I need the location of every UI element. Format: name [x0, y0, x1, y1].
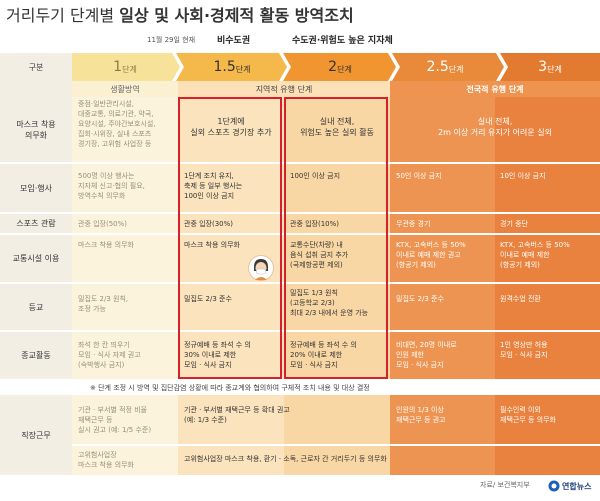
school-stage2: 밀집도 1/3 원칙 (고등학교 2/3) 최대 2/3 내에서 운영 가능 — [290, 289, 369, 317]
work-stage25-a: 인원의 1/3 이상 재택근무 등 권고 — [396, 406, 446, 424]
group-stage1: 생활방역 — [72, 81, 178, 97]
stage2-num: 2 — [328, 59, 338, 75]
sports-stage25: 무관중 경기 — [396, 220, 431, 228]
page-title: 거리두기 단계별 일상 및 사회·경제적 활동 방역조치 — [6, 4, 566, 28]
religion-stage1: 좌석 한 칸 띄우기 모임 · 식사 자제 권고 (숙박행사 금지) — [78, 341, 141, 369]
stage2-unit: 단계 — [337, 64, 352, 74]
mask-stage25-3: 실내 전체, 2m 이상 거리 유지가 어려운 실외 — [438, 117, 552, 137]
stage3-unit: 단계 — [547, 64, 562, 74]
stage15-outline — [178, 97, 282, 379]
religion-stage2: 정규예배 등 좌석 수 의 20% 이내로 제한 모임 · 식사 금지 — [290, 341, 357, 369]
transit-stage25: KTX, 고속버스 등 50% 이내로 예매 제한 권고 (항공기 제외) — [396, 241, 466, 269]
row-divider — [0, 162, 600, 164]
logo: 연합뉴스 — [548, 478, 600, 494]
stage2-bar — [283, 53, 396, 81]
row-label-religion: 종교활동 — [0, 332, 72, 379]
religion-stage15: 정규예배 등 좌석 수 의 30% 이내로 제한 모임 · 식사 금지 — [184, 341, 251, 369]
row-label-school: 등교 — [0, 284, 72, 330]
stage25-num: 2.5 — [426, 59, 449, 75]
group-regional: 지역적 유행 단계 — [178, 81, 390, 97]
religion-stage25: 비대면, 20명 이내로 인원 제한 모임 · 식사 금지 — [396, 341, 457, 369]
col-bg-stage2 — [284, 97, 390, 475]
work-stage1-a: 기관 · 부서별 적정 비율 재택근무 등 실시 권고 (예: 1/5 수준) — [78, 406, 152, 434]
school-stage15: 밀집도 2/3 준수 — [184, 295, 232, 303]
gather-stage15: 1단계 조치 유지, 축제 등 일부 행사는 100인 이상 금지 — [184, 172, 243, 200]
stage15-label: 1.5 단계 — [187, 53, 277, 81]
footnote-strip — [72, 382, 600, 395]
transit-stage15: 마스크 착용 의무화 — [184, 241, 240, 249]
stage1-num: 1 — [113, 59, 123, 75]
sports-stage15: 관중 입장(30%) — [184, 220, 234, 228]
religion-stage3: 1인 영상만 허용 모임 · 식사 금지 — [500, 341, 548, 359]
sports-stage1: 관중 입장(50%) — [78, 220, 128, 228]
source-note: 자료/ 보건복지부 — [480, 481, 530, 489]
gather-stage1: 500명 이상 행사는 지자체 신고·협의 필요, 방역수칙 의무화 — [78, 172, 145, 200]
transit-stage3: KTX, 고속버스 등 50% 이내로 예매 제한 (항공기 제외) — [500, 241, 570, 269]
transit-stage2: 교통수단(차량) 내 음식 섭취 금지 추가 (국제항공편 제외) — [290, 241, 349, 269]
mask-stage15: 1단계에 실외 스포츠 경기장 추가 — [190, 117, 272, 137]
col-bg-stage1 — [72, 97, 178, 475]
date-note: 11월 29일 현재 — [147, 36, 196, 44]
masked-person-icon — [248, 255, 274, 281]
stage1-unit: 단계 — [122, 64, 137, 74]
stage1-bar — [72, 53, 180, 81]
row-divider — [0, 233, 600, 235]
school-stage1: 밀집도 2/3 원칙, 조정 가능 — [78, 295, 129, 313]
mask-stage1: 중점·일반관리시설, 대중교통, 의료기관, 약국, 요양시설, 주야간보호시설… — [78, 100, 156, 148]
work-stage1-b: 고위험사업장 마스크 착용 의무화 — [78, 451, 134, 469]
row-divider — [0, 212, 600, 214]
mask-stage2: 실내 전체, 위험도 높은 실외 활동 — [300, 117, 374, 137]
header-label: 구분 — [0, 53, 72, 81]
col-bg-stage3 — [495, 97, 600, 475]
region-other-label: 수도권·위험도 높은 지자체 — [292, 36, 393, 46]
stage25-bar — [392, 53, 504, 81]
row-divider — [0, 282, 600, 284]
row-label-work: 직장근무 — [0, 395, 72, 475]
col-bg-stage15 — [178, 97, 284, 475]
work-stage15-3-b: 고위험사업장 마스크 착용, 환기 · 소독, 근로자 간 거리두기 등 의무화 — [184, 455, 387, 463]
title-plain: 거리두기 단계별 — [6, 6, 120, 25]
gather-stage2: 100인 이상 금지 — [290, 172, 341, 180]
sports-stage3: 경기 중단 — [500, 220, 528, 228]
title-bold: 일상 및 사회·경제적 활동 방역조치 — [119, 6, 354, 25]
stage2-label: 2 단계 — [295, 53, 385, 81]
region-metro-label: 비수도권 — [217, 36, 251, 46]
work-divider — [72, 444, 600, 446]
school-stage3: 원격수업 전환 — [500, 295, 541, 303]
group-national: 전국적 유행 단계 — [390, 81, 600, 97]
transit-stage1: 마스크 착용 의무화 — [78, 241, 134, 249]
row-label-gather: 모임·행사 — [0, 164, 72, 212]
row-divider — [0, 330, 600, 332]
stage25-unit: 단계 — [448, 64, 464, 74]
work-stage15-2-a: 기관 · 부서별 재택근무 등 확대 권고 (예: 1/3 수준) — [184, 406, 290, 424]
stage3-bar — [500, 53, 600, 81]
col-label: 구분 — [28, 62, 44, 72]
stage25-label: 2.5 단계 — [400, 53, 490, 81]
row-label-transit: 교통시설 이용 — [0, 235, 72, 282]
row-label-sports: 스포츠 관람 — [0, 214, 72, 233]
footnote: ※ 단계 조정 시 방역 및 집단감염 상황에 따라 종교계와 협의하여 구체적… — [90, 384, 370, 392]
stage1-label: 1 단계 — [85, 53, 165, 81]
stage15-unit: 단계 — [235, 64, 251, 74]
stage15-bar — [176, 53, 287, 81]
group-row-bg — [0, 81, 72, 97]
school-stage25: 밀집도 2/3 준수 — [396, 295, 444, 303]
sports-stage2: 관중 입장(10%) — [290, 220, 340, 228]
stage3-label: 3 단계 — [505, 53, 595, 81]
row-label-mask: 마스크 착용 의무화 — [0, 97, 72, 162]
col-bg-stage25 — [390, 97, 495, 475]
stage3-num: 3 — [538, 59, 548, 75]
logo-text: 연합뉴스 — [562, 481, 592, 491]
stage15-num: 1.5 — [213, 59, 236, 75]
stage2-outline — [284, 97, 388, 379]
stage-arrows — [72, 53, 600, 81]
gather-stage3: 10인 이상 금지 — [500, 172, 546, 180]
yonhap-logo-icon — [548, 480, 560, 492]
row-divider — [0, 379, 600, 382]
gather-stage25: 50인 이상 금지 — [396, 172, 442, 180]
work-stage3-a: 필수인력 이외 재택근무 등 의무화 — [500, 406, 556, 424]
